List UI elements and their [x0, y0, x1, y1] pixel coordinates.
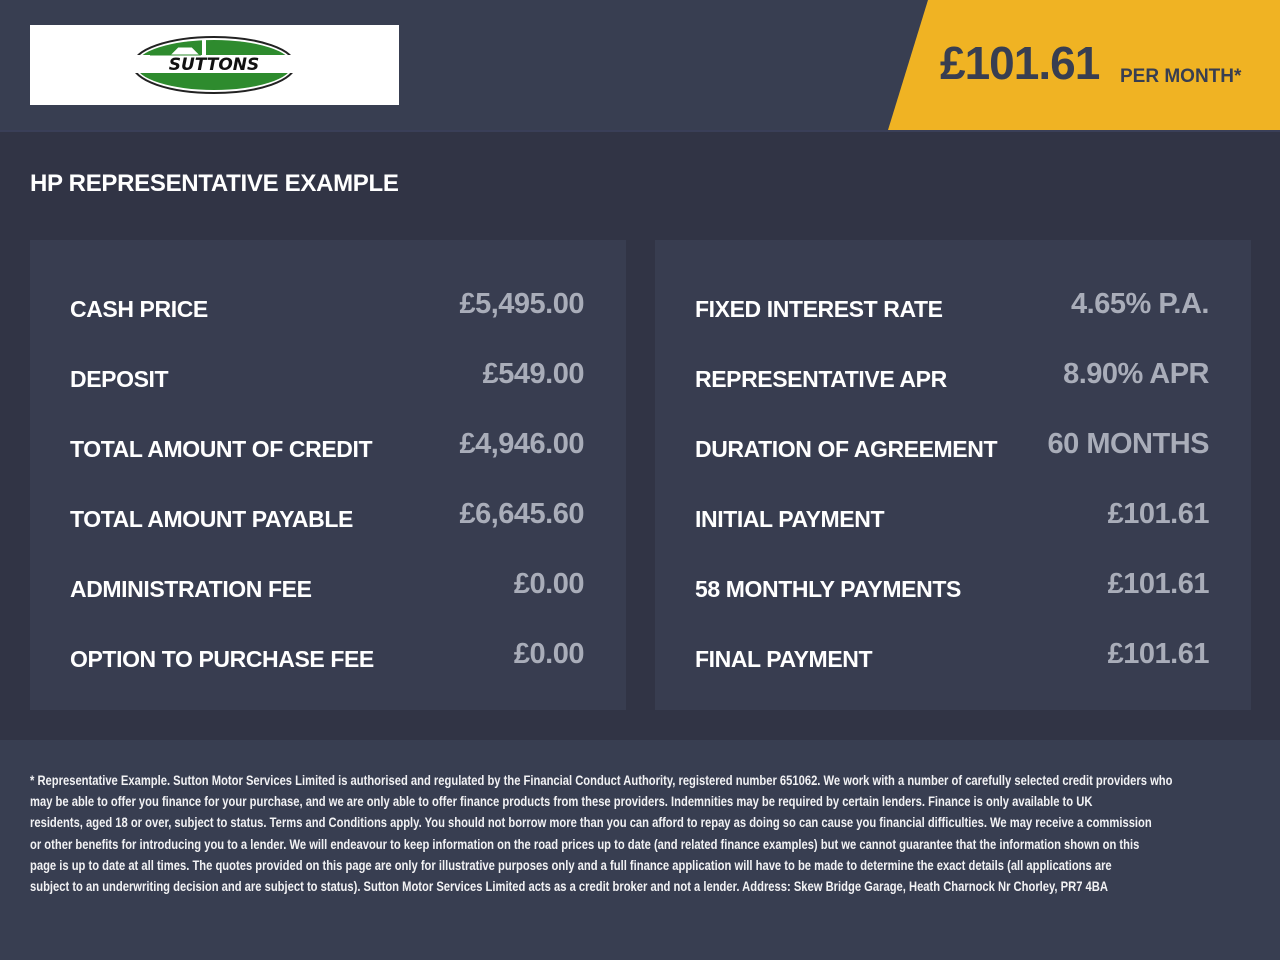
finance-row: CASH PRICE £5,495.00: [70, 288, 584, 328]
disclaimer-line: residents, aged 18 or over, subject to s…: [30, 814, 1152, 831]
suttons-logo: SUTTONS: [30, 25, 399, 105]
finance-label: CASH PRICE: [70, 296, 208, 322]
finance-row: OPTION TO PURCHASE FEE £0.00: [70, 638, 585, 678]
logo-emblem: SUTTONS: [130, 36, 298, 94]
finance-row: FIXED INTEREST RATE 4.65% P.A.: [695, 288, 1209, 328]
finance-label: INITIAL PAYMENT: [695, 506, 885, 532]
left-finance-panel: CASH PRICE £5,495.00 DEPOSIT £549.00 TOTAL A…: [30, 240, 626, 710]
finance-value: £101.61: [1107, 498, 1210, 530]
finance-row: DEPOSIT £549.00: [70, 358, 585, 398]
finance-value: £549.00: [482, 358, 585, 390]
finance-value: £0.00: [513, 568, 585, 600]
finance-row: REPRESENTATIVE APR 8.90% APR: [695, 358, 1209, 398]
finance-row: ADMINISTRATION FEE £0.00: [70, 568, 585, 608]
finance-label: DEPOSIT: [70, 366, 169, 392]
finance-label: 58 MONTHLY PAYMENTS: [695, 576, 961, 602]
finance-row: TOTAL AMOUNT PAYABLE £6,645.60: [70, 498, 584, 538]
page-title: HP REPRESENTATIVE EXAMPLE: [30, 170, 399, 197]
finance-row: DURATION OF AGREEMENT 60 MONTHS: [695, 428, 1210, 468]
finance-value: £6,645.60: [459, 498, 584, 530]
finance-value: 8.90% APR: [1063, 358, 1209, 390]
right-finance-panel: FIXED INTEREST RATE 4.65% P.A. REPRESENTAT…: [655, 240, 1251, 710]
disclaimer-line: or other benefits for introducing you to…: [30, 835, 1140, 852]
finance-label: TOTAL AMOUNT OF CREDIT: [70, 436, 373, 462]
finance-value: £101.61: [1107, 568, 1210, 600]
monthly-price-banner: £101.61 PER MONTH*: [888, 0, 1280, 130]
header: SUTTONS £101.61 PER MONTH*: [0, 0, 1280, 132]
finance-row: TOTAL AMOUNT OF CREDIT £4,946.00: [70, 428, 584, 468]
per-month-label: PER MONTH*: [1120, 66, 1242, 87]
finance-label: DURATION OF AGREEMENT: [695, 436, 998, 462]
finance-label: FIXED INTEREST RATE: [695, 296, 943, 322]
disclaimer-footer: * Representative Example. Sutton Motor S…: [0, 740, 1280, 960]
finance-row: 58 MONTHLY PAYMENTS £101.61: [695, 568, 1210, 608]
finance-value: 60 MONTHS: [1047, 428, 1210, 460]
finance-label: OPTION TO PURCHASE FEE: [70, 646, 374, 672]
finance-row: FINAL PAYMENT £101.61: [695, 638, 1210, 678]
disclaimer-line: page is up to date at all times. The quo…: [30, 856, 1112, 873]
finance-value: £5,495.00: [459, 288, 584, 320]
finance-label: TOTAL AMOUNT PAYABLE: [70, 506, 353, 532]
disclaimer-text: * Representative Example. Sutton Motor S…: [30, 770, 1172, 897]
finance-value: 4.65% P.A.: [1071, 288, 1209, 320]
finance-label: REPRESENTATIVE APR: [695, 366, 947, 392]
finance-label: ADMINISTRATION FEE: [70, 576, 312, 602]
finance-value: £4,946.00: [459, 428, 584, 460]
disclaimer-line: subject to an underwriting decision and …: [30, 878, 1108, 895]
finance-value: £101.61: [1107, 638, 1210, 670]
disclaimer-line: may be able to offer you finance for you…: [30, 793, 1093, 810]
monthly-price: £101.61: [940, 37, 1100, 89]
finance-row: INITIAL PAYMENT £101.61: [695, 498, 1210, 538]
finance-label: FINAL PAYMENT: [695, 646, 873, 672]
disclaimer-line: * Representative Example. Sutton Motor S…: [30, 772, 1173, 788]
logo-text: SUTTONS: [169, 55, 260, 75]
finance-value: £0.00: [513, 638, 585, 670]
